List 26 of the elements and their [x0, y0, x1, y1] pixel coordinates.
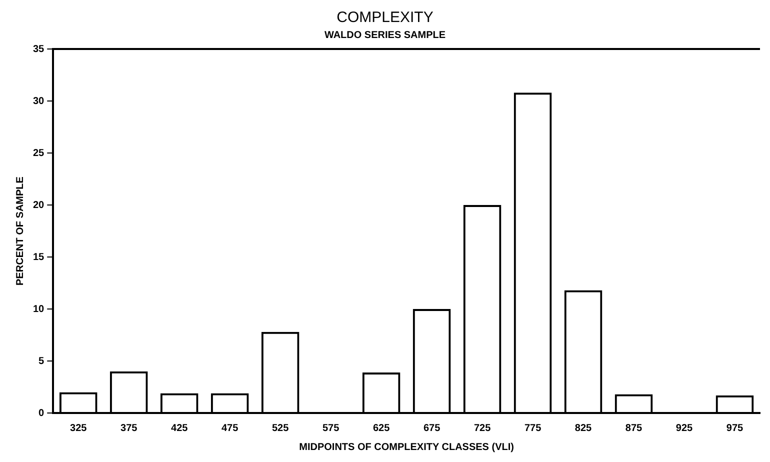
y-tick-label: 0 — [38, 408, 45, 419]
x-tick-label: 475 — [222, 422, 239, 434]
y-tick-label: 20 — [33, 200, 45, 211]
x-tick-label: 675 — [423, 422, 441, 434]
x-tick-label: 425 — [171, 422, 188, 434]
y-tick-label: 30 — [33, 96, 45, 107]
y-tick-label: 25 — [33, 148, 45, 159]
x-tick-label: 875 — [625, 422, 643, 434]
x-tick-label: 525 — [272, 422, 290, 434]
y-axis-title: PERCENT OF SAMPLE — [14, 176, 26, 286]
x-tick-label: 925 — [676, 422, 694, 434]
y-tick-label: 15 — [33, 252, 45, 263]
chart-title: COMPLEXITY — [336, 9, 434, 26]
x-tick-label: 325 — [70, 422, 88, 434]
y-tick-label: 5 — [38, 356, 45, 367]
x-tick-label: 775 — [524, 422, 542, 434]
x-tick-label: 575 — [322, 422, 340, 434]
x-tick-label: 375 — [120, 422, 138, 434]
chart-subtitle: WALDO SERIES SAMPLE — [324, 30, 446, 41]
x-tick-label: 975 — [726, 422, 744, 434]
x-tick-label: 725 — [474, 422, 492, 434]
x-axis-title: MIDPOINTS OF COMPLEXITY CLASSES (VLI) — [299, 442, 514, 453]
y-tick-label: 10 — [33, 304, 45, 315]
x-tick-label: 625 — [372, 422, 390, 434]
x-tick-label: 825 — [574, 422, 592, 434]
y-tick-label: 35 — [33, 44, 45, 55]
